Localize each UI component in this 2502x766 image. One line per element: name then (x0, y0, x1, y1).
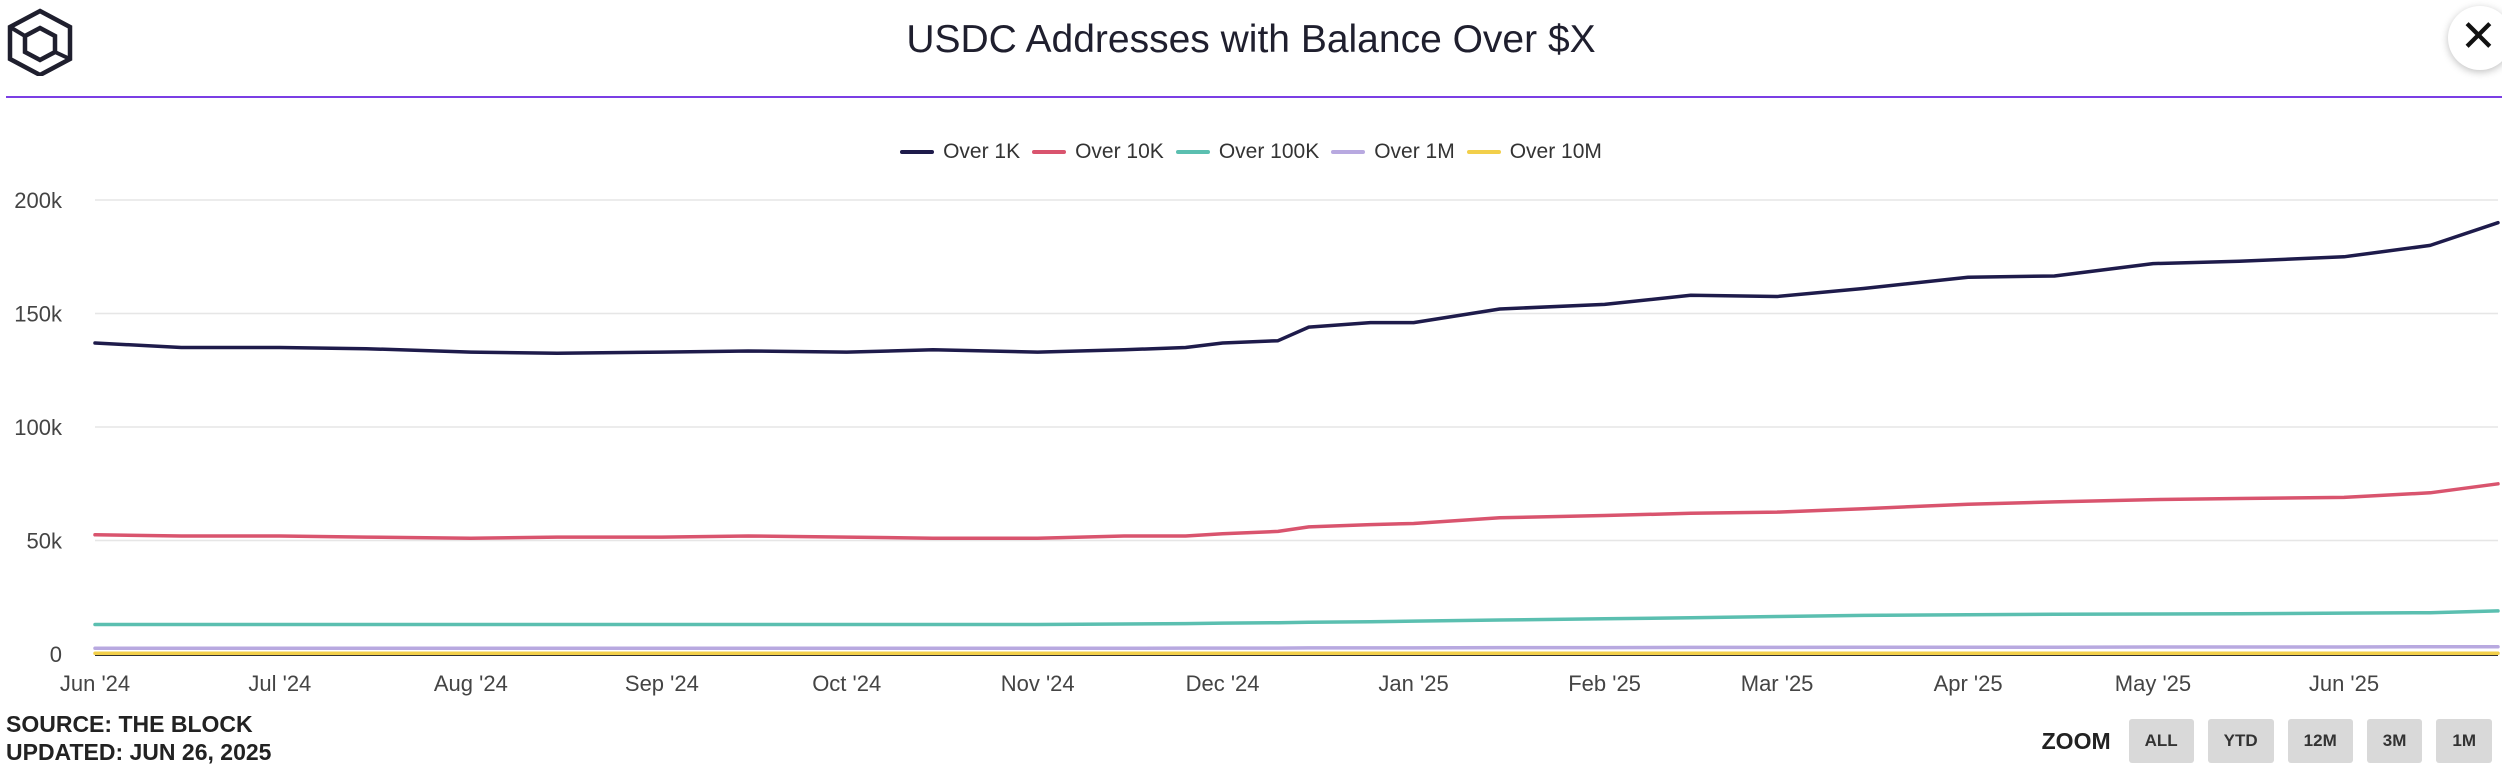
legend-item-over-1m[interactable]: Over 1M (1331, 140, 1455, 164)
zoom-ytd-button[interactable]: YTD (2207, 719, 2274, 763)
legend-label: Over 10K (1075, 140, 1164, 163)
series-line-over-10k (93, 482, 2500, 540)
x-tick-label: Nov '24 (1001, 671, 1075, 696)
legend-item-over-10m[interactable]: Over 10M (1466, 140, 1602, 164)
x-tick-label: Sep '24 (625, 671, 699, 696)
x-tick-label: Jun '24 (60, 671, 130, 696)
y-tick-label: 200k (14, 188, 63, 213)
series-line-over-1k (93, 220, 2500, 355)
x-tick-label: Jun '25 (2309, 671, 2379, 696)
chart-legend: Over 1K Over 10K Over 100K Over 1M Over … (0, 140, 2502, 164)
legend-swatch (900, 150, 935, 154)
source-text: SOURCE: THE BLOCK (6, 711, 253, 737)
x-tick-label: Mar '25 (1741, 671, 1814, 696)
legend-swatch (1466, 150, 1501, 154)
legend-swatch (1175, 150, 1210, 154)
page-title: USDC Addresses with Balance Over $X (906, 18, 1596, 61)
line-chart: 0 50k 100k 150k 200k Jun '24 Jul '24 Aug '24 Sep… (14, 188, 2500, 696)
x-tick-label: May '25 (2115, 671, 2191, 696)
y-tick-label: 150k (14, 302, 63, 327)
close-button[interactable]: ✕ (2448, 6, 2502, 70)
legend-label: Over 100K (1218, 140, 1320, 163)
x-tick-label: Oct '24 (812, 671, 881, 696)
legend-swatch (1032, 150, 1067, 154)
zoom-1m-button[interactable]: 1M (2436, 719, 2492, 763)
close-icon: ✕ (2460, 12, 2497, 61)
zoom-3m-button[interactable]: 3M (2366, 719, 2423, 763)
legend-item-over-100k[interactable]: Over 100K (1175, 140, 1320, 164)
series-line-over-1m (93, 644, 2500, 651)
zoom-controls: ZOOM ALL YTD 12M 3M 1M (2042, 719, 2492, 763)
y-tick-label: 0 (50, 642, 62, 667)
zoom-label: ZOOM (2041, 727, 2111, 754)
legend-swatch (1331, 150, 1366, 154)
legend-item-over-10k[interactable]: Over 10K (1032, 140, 1164, 164)
x-tick-label: Aug '24 (434, 671, 508, 696)
x-tick-label: Feb '25 (1568, 671, 1641, 696)
zoom-12m-button[interactable]: 12M (2287, 719, 2353, 763)
y-tick-label: 100k (14, 415, 63, 440)
x-tick-label: Jul '24 (248, 671, 311, 696)
header-divider (6, 96, 2502, 98)
x-tick-label: Apr '25 (1934, 671, 2003, 696)
legend-label: Over 10M (1509, 140, 1602, 163)
legend-label: Over 1M (1374, 140, 1455, 163)
x-tick-label: Dec '24 (1186, 671, 1260, 696)
zoom-all-button[interactable]: ALL (2128, 719, 2194, 763)
chart-source: SOURCE: THE BLOCK UPDATED: JUN 26, 2025 (6, 710, 271, 766)
y-tick-label: 50k (27, 529, 63, 554)
x-tick-label: Jan '25 (1378, 671, 1448, 696)
legend-item-over-1k[interactable]: Over 1K (900, 140, 1020, 164)
legend-label: Over 1K (943, 140, 1021, 163)
series-line-over-100k (93, 609, 2500, 627)
the-block-logo-icon (7, 8, 73, 76)
updated-text: UPDATED: JUN 26, 2025 (6, 739, 272, 765)
